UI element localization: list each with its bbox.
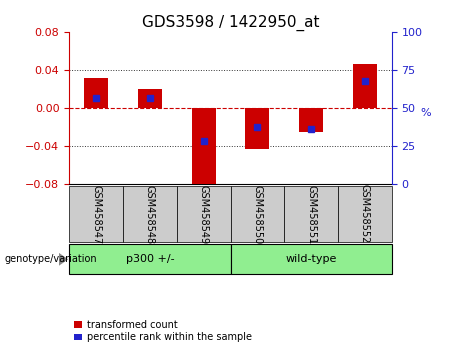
Bar <box>338 186 392 242</box>
Bar <box>299 108 323 132</box>
Bar <box>69 244 230 274</box>
Bar <box>123 186 177 242</box>
Bar <box>138 89 162 108</box>
Bar <box>230 186 284 242</box>
Text: genotype/variation: genotype/variation <box>5 254 97 264</box>
Text: GSM458549: GSM458549 <box>199 184 209 244</box>
Bar <box>230 244 392 274</box>
Text: p300 +/-: p300 +/- <box>125 254 174 264</box>
Polygon shape <box>59 253 68 266</box>
Bar <box>84 78 108 108</box>
Y-axis label: %: % <box>420 108 431 118</box>
Bar <box>245 108 270 149</box>
Bar <box>284 186 338 242</box>
Text: GSM458550: GSM458550 <box>252 184 262 244</box>
Text: GSM458552: GSM458552 <box>360 184 370 244</box>
Text: GSM458551: GSM458551 <box>306 184 316 244</box>
Text: wild-type: wild-type <box>285 254 337 264</box>
Text: GSM458548: GSM458548 <box>145 184 155 244</box>
Legend: transformed count, percentile rank within the sample: transformed count, percentile rank withi… <box>74 320 252 342</box>
Title: GDS3598 / 1422950_at: GDS3598 / 1422950_at <box>142 14 319 30</box>
Bar <box>353 64 377 108</box>
Bar <box>69 186 123 242</box>
Text: GSM458547: GSM458547 <box>91 184 101 244</box>
Bar <box>177 186 230 242</box>
Bar <box>191 108 216 186</box>
